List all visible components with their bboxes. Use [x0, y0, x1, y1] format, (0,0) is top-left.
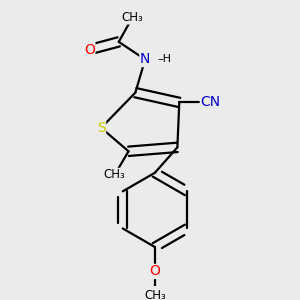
- Text: O: O: [149, 264, 160, 278]
- Text: CN: CN: [200, 95, 220, 110]
- Text: N: N: [140, 52, 150, 66]
- Text: CH₃: CH₃: [144, 290, 166, 300]
- Text: CH₃: CH₃: [104, 168, 125, 182]
- Text: CH₃: CH₃: [122, 11, 143, 24]
- Text: S: S: [97, 121, 106, 135]
- Text: –H: –H: [158, 54, 172, 64]
- Text: O: O: [84, 43, 95, 57]
